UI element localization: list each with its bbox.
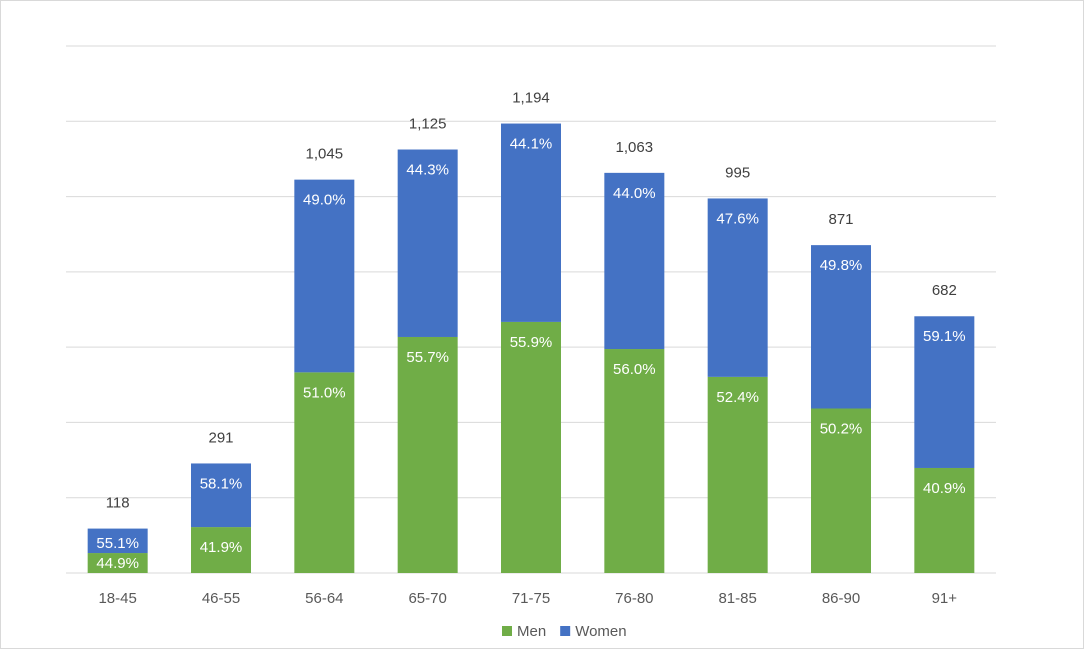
bar-segment	[87, 528, 148, 554]
percent-label: 47.6%	[716, 210, 759, 227]
total-label: 1,125	[409, 115, 447, 132]
percent-label: 44.9%	[96, 555, 139, 572]
bar-segment	[914, 316, 975, 468]
x-tick-label: 65-70	[408, 590, 446, 607]
x-tick-label: 76-80	[615, 590, 653, 607]
percent-label: 56.0%	[613, 361, 656, 378]
bar-segment	[811, 408, 871, 573]
percent-label: 40.9%	[923, 480, 966, 497]
total-label: 1,194	[512, 90, 550, 107]
bar-segment	[191, 527, 251, 573]
bar-segment	[501, 321, 561, 573]
total-label: 682	[932, 282, 957, 299]
bar-segment	[294, 372, 355, 573]
x-tick-label: 81-85	[718, 590, 756, 607]
percent-label: 58.1%	[200, 475, 243, 492]
bar-segment	[397, 149, 458, 337]
percent-label: 44.0%	[613, 185, 656, 202]
x-tick-label: 91+	[932, 590, 958, 607]
percent-label: 49.8%	[820, 257, 863, 274]
percent-label: 59.1%	[923, 328, 966, 345]
percent-label: 51.0%	[303, 384, 346, 401]
bar-segment	[501, 123, 561, 322]
x-tick-label: 71-75	[512, 590, 550, 607]
bar-segment	[604, 172, 665, 350]
x-tick-label: 86-90	[822, 590, 860, 607]
total-label: 118	[106, 495, 130, 512]
total-label: 1,063	[616, 139, 654, 156]
bar-segment	[397, 336, 458, 573]
x-tick-label: 18-45	[98, 590, 136, 607]
legend-label: Men	[517, 623, 546, 640]
x-tick-label: 56-64	[305, 590, 343, 607]
legend-swatch	[560, 626, 571, 636]
x-tick-label: 46-55	[202, 590, 240, 607]
total-label: 871	[828, 211, 853, 228]
percent-label: 41.9%	[200, 539, 243, 556]
percent-label: 52.4%	[716, 389, 759, 406]
percent-label: 55.7%	[406, 349, 449, 366]
total-label: 291	[208, 429, 233, 446]
percent-label: 55.9%	[510, 334, 553, 351]
total-label: 1,045	[306, 146, 344, 163]
bar-segment	[707, 198, 768, 377]
bar-segment	[811, 245, 871, 409]
percent-label: 44.3%	[406, 161, 449, 178]
legend-swatch	[502, 626, 512, 636]
bar-segment	[191, 463, 251, 528]
percent-label: 49.0%	[303, 192, 346, 209]
bar-segment	[914, 467, 975, 573]
bar-segment	[87, 553, 148, 573]
percent-label: 55.1%	[96, 535, 139, 552]
total-label: 995	[725, 164, 750, 181]
bar-segment	[294, 179, 355, 373]
percent-label: 50.2%	[820, 420, 863, 437]
legend-label: Women	[575, 623, 626, 640]
percent-label: 44.1%	[510, 136, 553, 153]
bar-segment	[604, 349, 665, 573]
bar-segment	[707, 376, 768, 573]
